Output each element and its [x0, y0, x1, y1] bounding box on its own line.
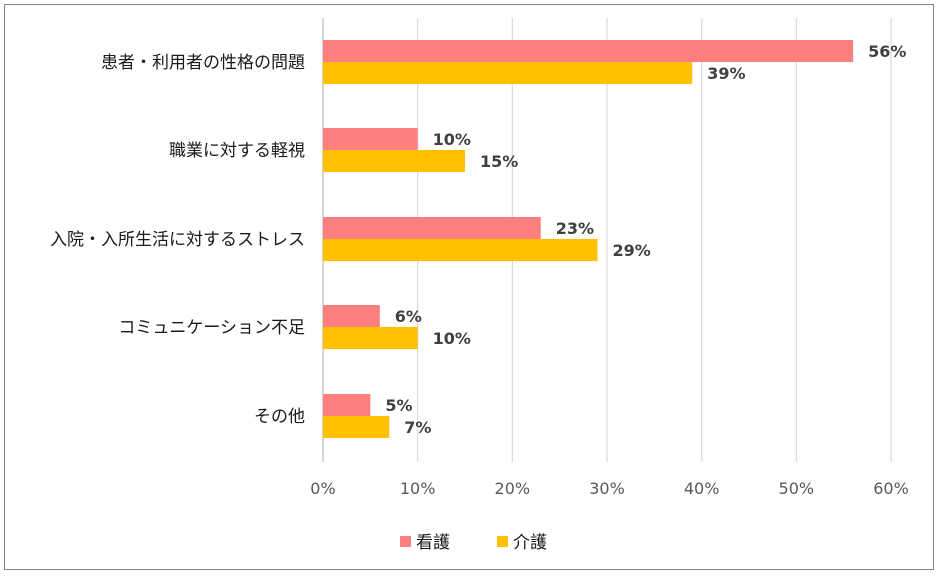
- data-label: 6%: [395, 307, 422, 326]
- category-label: その他: [254, 407, 305, 427]
- x-tick-label: 40%: [684, 479, 720, 498]
- bar-看護: [323, 217, 541, 239]
- x-tick-label: 30%: [589, 479, 625, 498]
- x-tick-label: 20%: [495, 479, 531, 498]
- x-tick-label: 60%: [873, 479, 909, 498]
- legend-swatch: [400, 536, 411, 547]
- chart-frame: [4, 4, 934, 570]
- legend-label: 看護: [416, 533, 450, 553]
- data-label: 5%: [385, 396, 412, 415]
- data-label: 10%: [433, 130, 471, 149]
- labels: 0% 10% 20% 30% 40% 50% 60% 患者・利用者の性格の問題 56% 39% 職業…: [50, 42, 909, 498]
- category-label: 患者・利用者の性格の問題: [101, 53, 305, 73]
- bar-看護: [323, 40, 854, 62]
- category-label: コミュニケーション不足: [118, 318, 305, 338]
- bars: [323, 40, 854, 438]
- data-label: 7%: [404, 418, 431, 437]
- bar-看護: [323, 128, 418, 150]
- data-label: 56%: [868, 42, 906, 61]
- bar-介護: [323, 416, 390, 438]
- bar-介護: [323, 150, 465, 172]
- category-label: 入院・入所生活に対するストレス: [50, 230, 305, 250]
- legend: 看護 介護: [400, 533, 547, 553]
- gridlines: [322, 18, 892, 462]
- bar-介護: [323, 62, 693, 84]
- data-label: 29%: [613, 241, 651, 260]
- bar-看護: [323, 305, 380, 327]
- category-label: 職業に対する軽視: [169, 141, 305, 161]
- bar-介護: [323, 239, 598, 261]
- x-tick-label: 50%: [779, 479, 815, 498]
- x-tick-label: 0%: [310, 479, 335, 498]
- x-tick-label: 10%: [400, 479, 436, 498]
- data-label: 39%: [707, 64, 745, 83]
- legend-label: 介護: [513, 533, 547, 553]
- data-label: 10%: [433, 329, 471, 348]
- data-label: 23%: [556, 219, 594, 238]
- legend-swatch: [497, 536, 508, 547]
- bar-看護: [323, 394, 371, 416]
- data-label: 15%: [480, 152, 518, 171]
- bar-介護: [323, 327, 418, 349]
